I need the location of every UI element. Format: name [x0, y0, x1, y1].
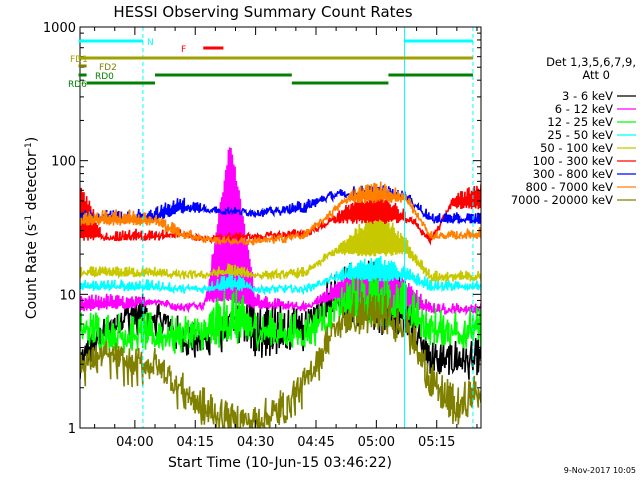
flag-label-fd2: FD2 [99, 63, 117, 73]
plot-area [80, 27, 481, 428]
x-tick-label-3: 04:30 [237, 435, 274, 450]
timestamp: 9-Nov-2017 10:05 [564, 466, 636, 475]
legend-label-6: 100 - 300 keV [533, 154, 613, 168]
flag-label-rd0: RD0 [95, 72, 114, 82]
x-axis: 04:00 04:15 04:30 04:45 05:00 05:15 [94, 27, 478, 450]
series-line-9 [80, 291, 481, 428]
x-tick-label-5: 05:00 [358, 435, 395, 450]
plot-frame [79, 26, 482, 429]
flag-label-rd6: RD6 [68, 80, 87, 90]
flag-label-f: F [181, 45, 186, 55]
y-tick-label-4: 1000 [43, 21, 76, 36]
x-tick-label-6: 05:15 [418, 435, 455, 450]
x-axis-label: Start Time (10-Jun-15 03:46:22) [168, 455, 392, 471]
x-tick-label-1: 04:00 [116, 435, 153, 450]
legend-header-2: Att 0 [582, 68, 610, 82]
y-tick-label-2: 10 [59, 288, 76, 303]
flag-label-fd1: FD1 [70, 55, 88, 65]
series-line-4 [80, 255, 481, 296]
legend-label-5: 50 - 100 keV [540, 141, 613, 155]
y-axis-label-mid: detector [24, 151, 40, 215]
x-tick-label-4: 04:45 [297, 435, 334, 450]
legend-label-2: 6 - 12 keV [555, 102, 613, 116]
chart-title: HESSI Observing Summary Count Rates [113, 3, 412, 21]
legend-header-1: Det 1,3,5,6,7,9, [546, 55, 636, 69]
y-axis-label-end: ) [24, 137, 40, 142]
y-tick-label-1: 1 [68, 422, 76, 437]
y-axis-label: Count Rate (s-1 detector-1) [24, 137, 40, 319]
series-line-3 [80, 266, 481, 354]
y-axis-label-sup1: -1 [24, 215, 34, 224]
series-line-7 [80, 185, 481, 225]
legend-label-8: 800 - 7000 keV [525, 180, 613, 194]
y-tick-label-3: 100 [51, 155, 76, 170]
legend-label-7: 300 - 800 keV [533, 167, 613, 181]
series-line-6 [80, 184, 481, 246]
y-axis-label-main: Count Rate (s [24, 224, 40, 319]
legend-label-9: 7000 - 20000 keV [511, 193, 613, 207]
legend-label-4: 25 - 50 keV [547, 128, 613, 142]
y-axis-label-sup2: -1 [24, 142, 34, 151]
legend-label-1: 3 - 6 keV [562, 89, 613, 103]
x-tick-label-2: 04:15 [177, 435, 214, 450]
series-line-5 [80, 215, 481, 283]
flag-label-n: N [147, 38, 154, 48]
legend-label-3: 12 - 25 keV [547, 115, 613, 129]
y-axis: 1 10 100 1000 [43, 21, 481, 437]
series-line-8 [80, 181, 481, 246]
